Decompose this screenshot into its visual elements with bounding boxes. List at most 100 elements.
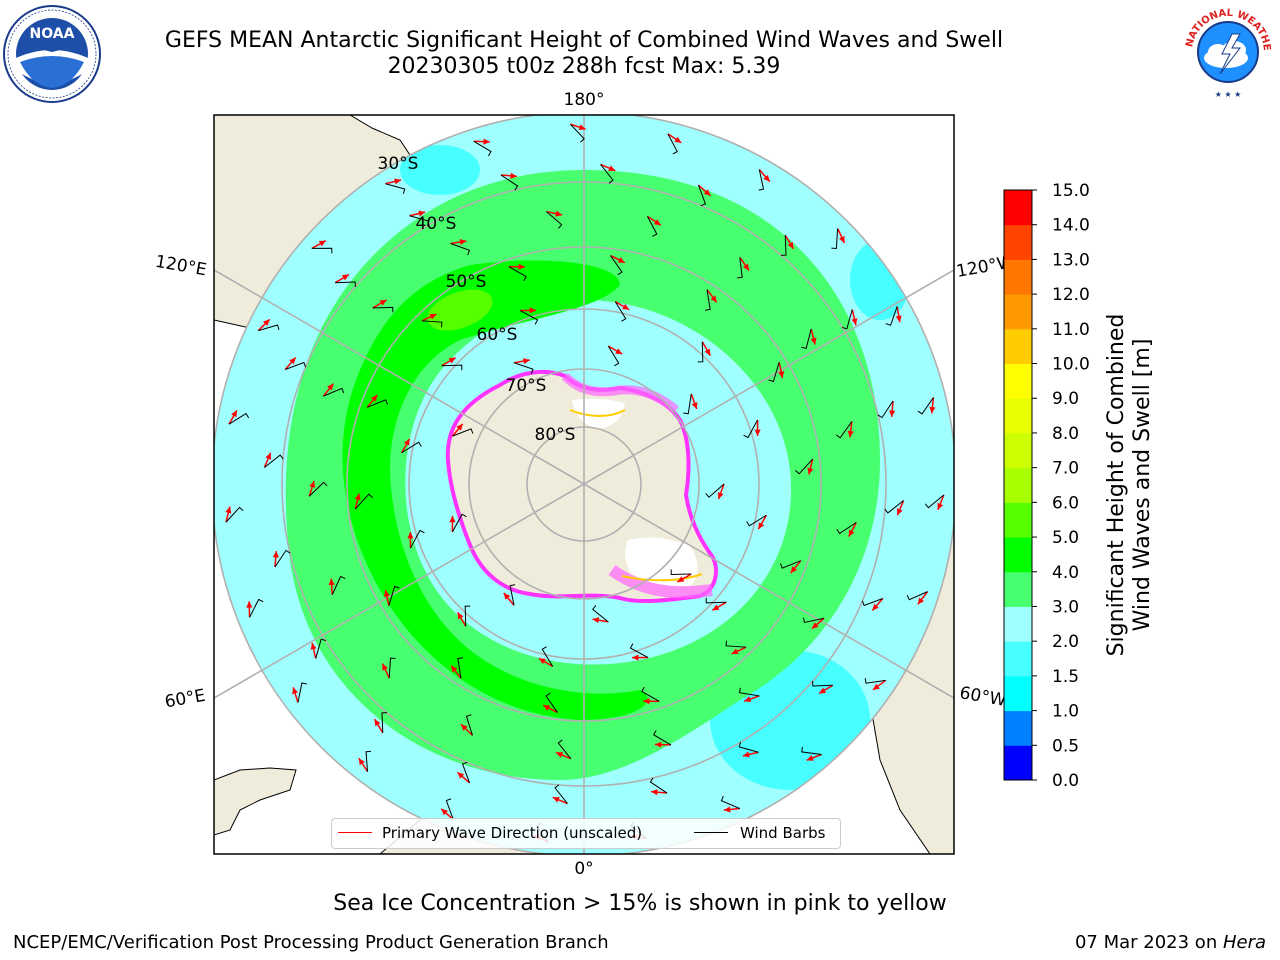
machine-name: Hera [1222,932,1266,953]
wave-arrow-head [703,189,711,196]
wave-arrow-head [872,603,879,611]
wind-barb [802,617,825,624]
colorbar-tick-label: 13.0 [1052,250,1090,270]
wind-barb [795,458,814,475]
wave-arrow-head [717,492,724,500]
wind-barb [906,591,928,601]
wave-arrow-head [778,371,785,378]
colorbar-segment [1004,398,1032,434]
longitude-gridlines [214,115,954,854]
chart-title: GEFS MEAN Antarctic Significant Height o… [164,28,1004,53]
wind-barb [513,362,534,375]
wind-barb [500,174,519,191]
colorbar-tick-label: 6.0 [1052,493,1079,513]
wind-barb [725,640,747,648]
wave-arrow-head [578,124,586,131]
colorbar: 0.0 0.5 1.0 1.5 2.0 3.0 4.0 5.0 6.0 7.0 8.0 9.0 10.0… [1003,181,1090,791]
wind-barb [401,441,422,454]
colorbar-tick-label: 1.0 [1052,702,1079,722]
wind-barb [738,687,760,697]
wave-arrow-head [723,806,731,813]
wind-barb [781,235,787,256]
wave-arrow-head [354,493,361,501]
wind-barb [812,681,833,687]
wind-barb [519,310,539,325]
wave-arrow-head [394,178,402,185]
wind-barb [311,247,333,254]
wave-arrow-head [653,219,661,226]
wind-barb [885,306,898,326]
wind-barb [758,169,765,191]
lon-label-120e: 120°E [154,252,208,281]
wind-barb [831,228,839,249]
wave-arrow-head [691,402,698,410]
wave-arrow-head [309,480,316,488]
wave-arrow-head [292,687,298,695]
wind-barb [335,281,356,287]
wind-barb [835,421,853,439]
colorbar-segment [1004,571,1032,607]
colorbar-segment [1004,190,1032,226]
wave-direction-legend-line [338,832,372,833]
colorbar-segment [1004,537,1032,573]
colorbar-segment [1004,328,1032,365]
wave-arrow-head [677,576,685,582]
wave-arrow-head [889,410,896,417]
wave-arrow-head [552,796,560,803]
lon-label-60w: 60°W [958,683,1008,711]
wind-barb [452,428,474,437]
lat-label-30s: 30°S [378,154,419,174]
wind-barb [738,741,759,753]
wave-arrow-head [246,601,253,608]
colorbar-tick-label: 8.0 [1052,424,1079,444]
credit-text: NCEP/EMC/Verification Post Processing Pr… [13,932,609,953]
wind-barb [249,598,264,618]
wind-barb [801,746,822,755]
wind-barb [629,643,649,658]
wind-barb [614,301,627,322]
colorbar-frame [1003,189,1033,781]
colorbar-tick-label: 11.0 [1052,320,1090,340]
wind-barb-legend-label: Wind Barbs [740,824,826,842]
lat-label-40s: 40°S [416,214,457,234]
colorbar-segment [1004,467,1032,503]
wave-arrow-head [459,238,467,246]
wind-barb [421,320,443,328]
wave-arrow-head [418,210,426,217]
wind-barb [683,393,692,415]
wind-barb [610,255,623,276]
wave-arrow-head [382,663,388,671]
wind-barb [388,657,396,679]
wind-barb [385,183,406,194]
wave-arrow-head [895,315,902,323]
wave-arrow-head [225,506,232,514]
wind-barb-legend-line [694,832,728,833]
wave-arrow-head [917,597,925,605]
colorbar-tick-label: 1.5 [1052,667,1079,687]
wind-barb [473,140,492,157]
wave-arrow-head [622,303,630,310]
wave-arrow-head [503,592,511,600]
wave-arrow-head [819,687,827,694]
wave-arrow-head [403,438,410,446]
colorbar-segment [1004,606,1032,642]
wave-arrow-head [617,257,625,263]
wave-arrow-head [651,789,658,796]
wind-barb [541,646,554,667]
lat-label-60s: 60°S [477,325,518,345]
colorbar-tick-label: 14.0 [1052,216,1090,236]
wind-barb [285,361,307,370]
wind-barb [924,494,945,509]
wind-barb [464,605,471,627]
wind-barb [647,216,658,237]
wind-barb [331,575,346,595]
wind-barb [381,712,387,733]
wave-arrow-head [806,755,814,761]
wind-barb [591,605,609,623]
wave-arrow-head [847,430,854,438]
map-frame [213,114,955,855]
wind-barb [720,795,741,809]
wind-barb [705,483,725,498]
wind-barb [836,522,857,535]
